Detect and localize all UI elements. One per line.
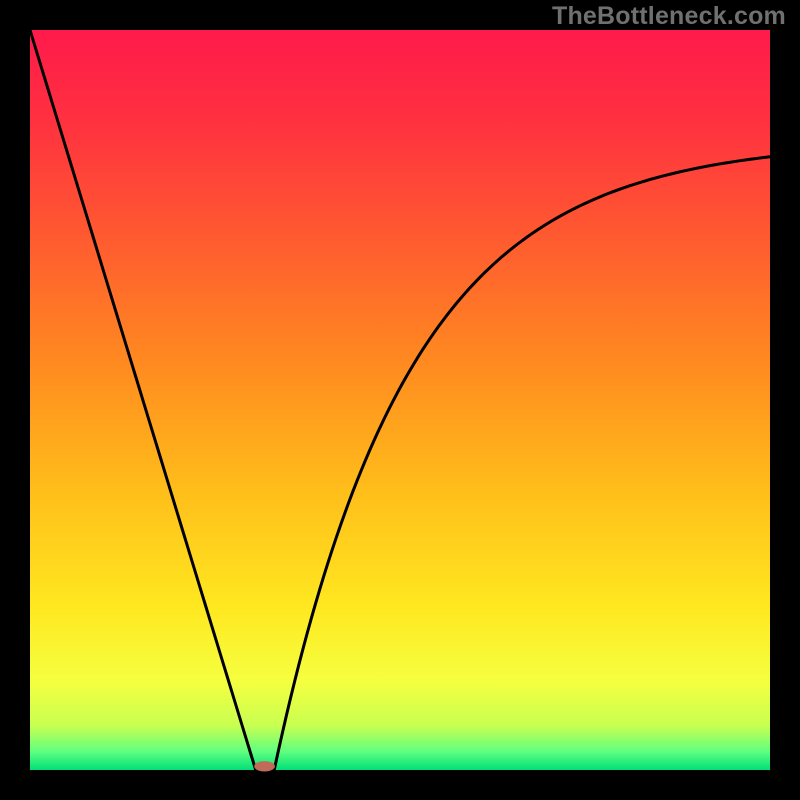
watermark-text: TheBottleneck.com — [552, 2, 786, 31]
bottleneck-chart — [0, 0, 800, 800]
gradient-background — [30, 30, 770, 770]
minimum-marker — [254, 761, 275, 771]
chart-container: TheBottleneck.com — [0, 0, 800, 800]
